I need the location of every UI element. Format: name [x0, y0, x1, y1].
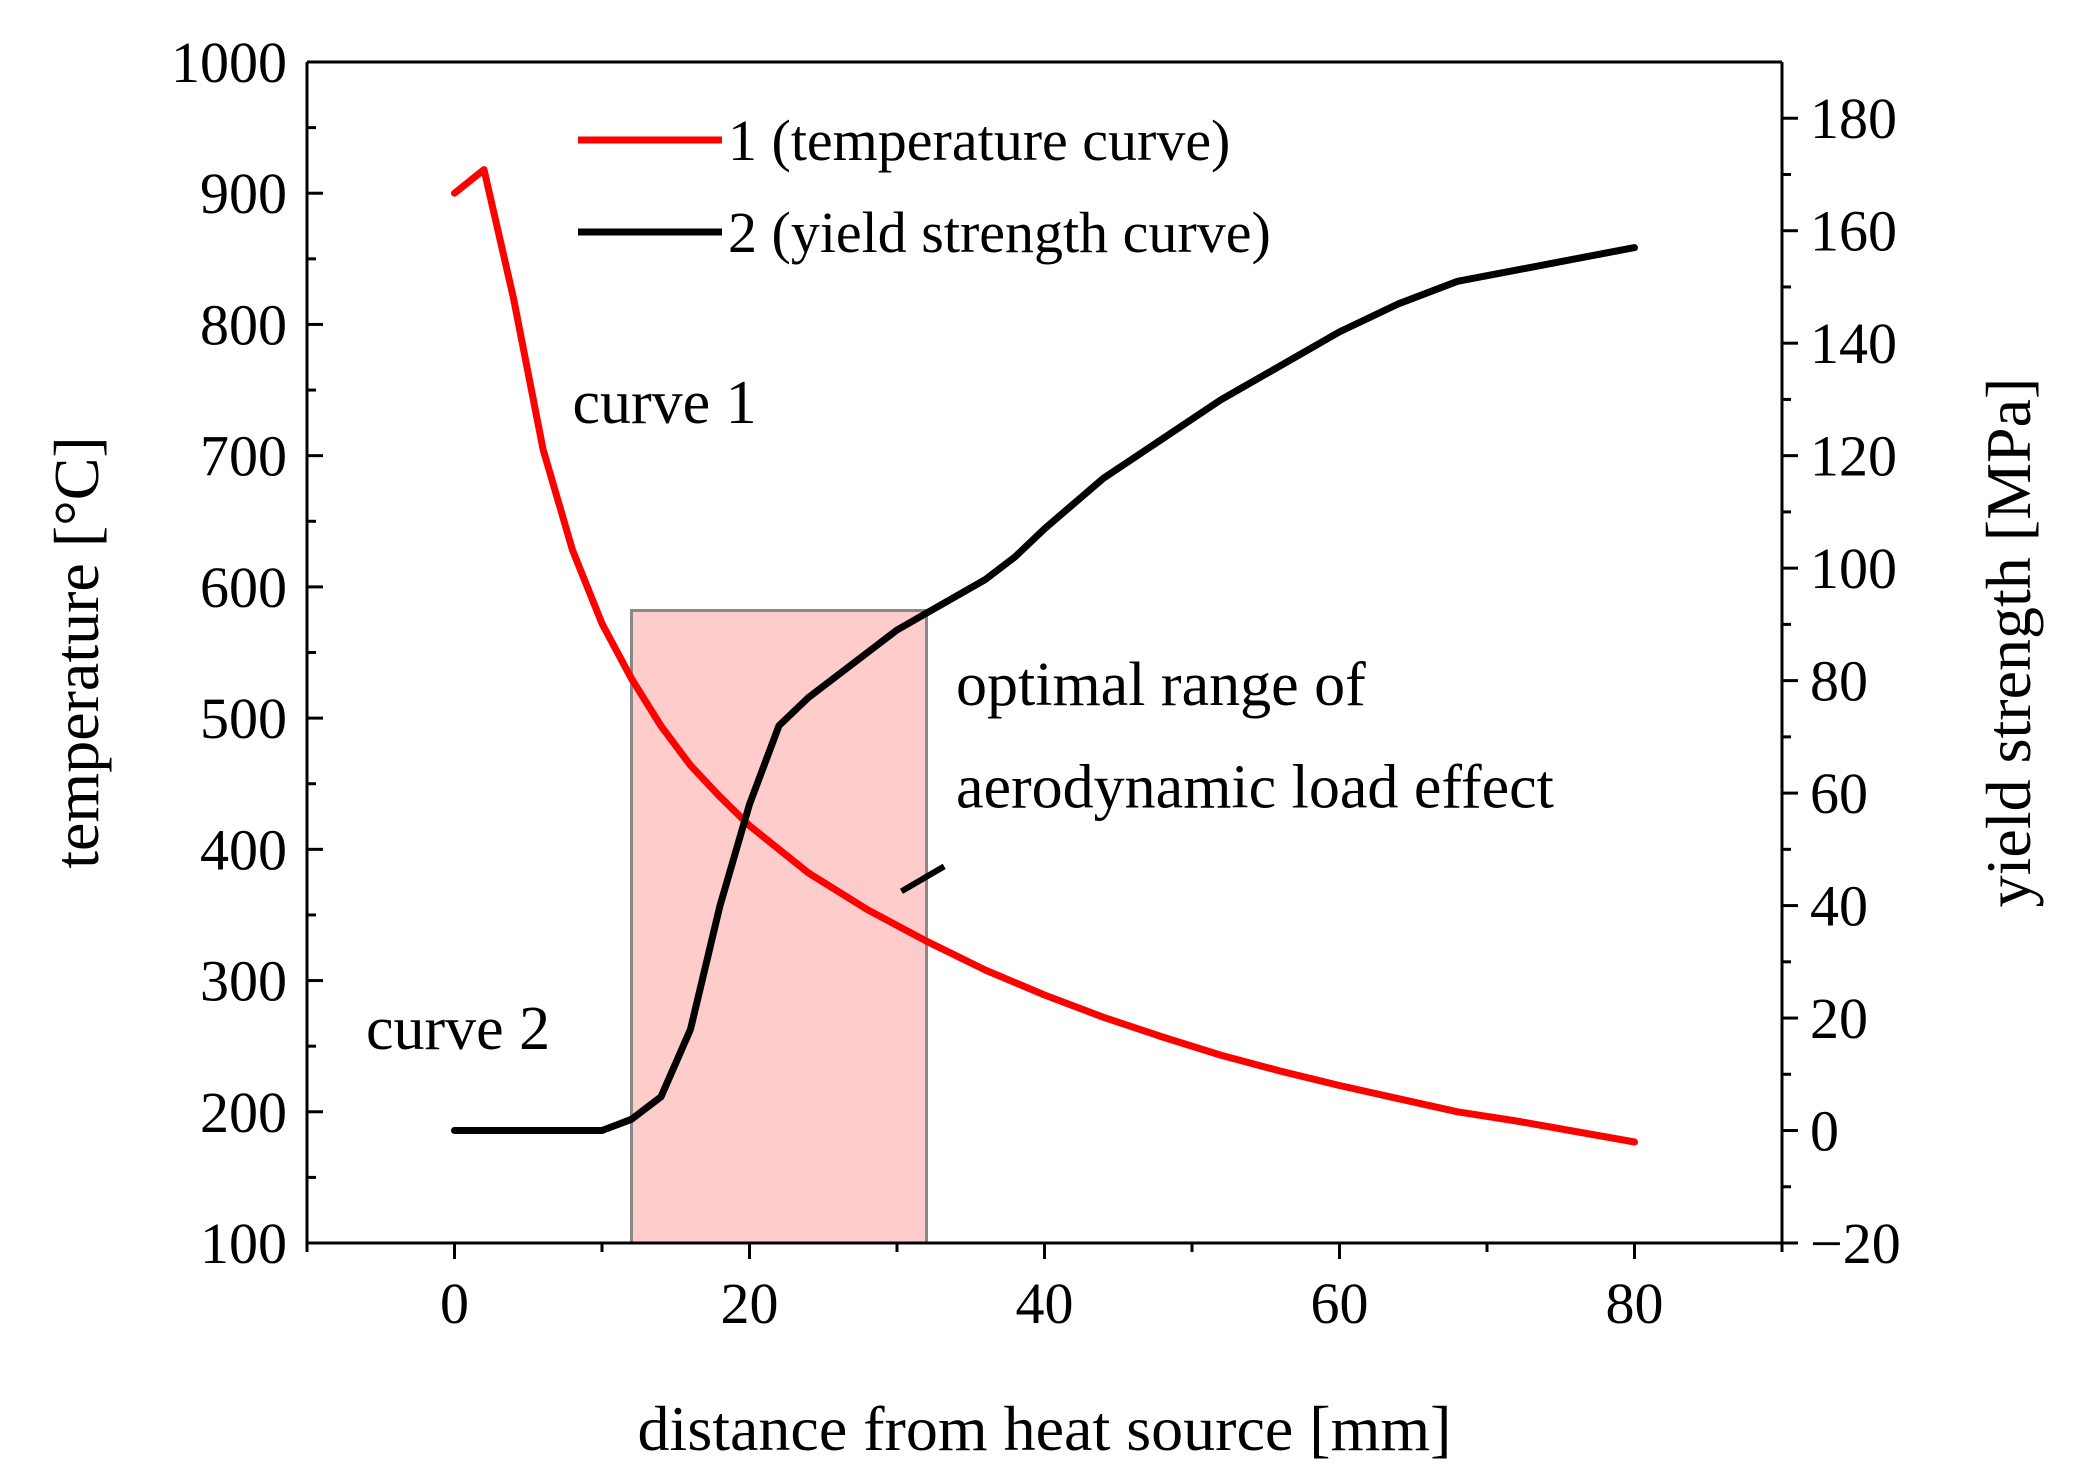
- y2-tick-label: 100: [1810, 536, 1897, 601]
- y-tick-label: 200: [200, 1080, 287, 1145]
- x-tick-label: 20: [721, 1271, 779, 1336]
- x-tick-label: 60: [1311, 1271, 1369, 1336]
- legend: 1 (temperature curve) 2 (yield strength c…: [578, 108, 1271, 265]
- legend-label-1: 1 (temperature curve): [728, 108, 1230, 173]
- x-tick-label: 80: [1606, 1271, 1664, 1336]
- y2-tick-label: 140: [1810, 311, 1897, 376]
- highlight-region: [630, 609, 928, 1245]
- annotation-1: curve 1: [573, 369, 757, 437]
- highlight-region-group: [630, 609, 928, 1245]
- y-tick-label: 100: [200, 1211, 287, 1276]
- y2-tick-label: 120: [1810, 424, 1897, 489]
- y2-tick-label: 0: [1810, 1099, 1839, 1164]
- y2-tick-label: 160: [1810, 199, 1897, 264]
- y-tick-label: 500: [200, 686, 287, 751]
- x-tick-label: 0: [440, 1271, 469, 1336]
- legend-label-2: 2 (yield strength curve): [728, 200, 1271, 265]
- y2-axis-title: yield strength [MPa]: [1973, 378, 2044, 908]
- y-tick-label: 400: [200, 817, 287, 882]
- series-line-1: [451, 166, 1638, 1146]
- y2-tick-label: 80: [1810, 649, 1868, 714]
- y2-tick-label: 60: [1810, 761, 1868, 826]
- y-tick-label: 300: [200, 949, 287, 1014]
- y2-tick-label: −20: [1810, 1211, 1901, 1276]
- ticks-group: 0 20 40 60 801002003004005006007008009001000…: [171, 30, 1901, 1336]
- series-group: [451, 166, 1638, 1146]
- y-tick-label: 800: [200, 292, 287, 357]
- annotation-leader-line: [899, 863, 946, 894]
- annotation-2: curve 2: [366, 995, 550, 1063]
- y-tick-label: 900: [200, 161, 287, 226]
- annotation-3: optimal range of: [956, 651, 1366, 719]
- y-tick-label: 1000: [171, 30, 287, 95]
- y-tick-label: 700: [200, 424, 287, 489]
- y-tick-label: 600: [200, 555, 287, 620]
- annotation-4: aerodynamic load effect: [956, 753, 1554, 821]
- x-tick-label: 40: [1016, 1271, 1074, 1336]
- annotations: curve 1 curve 2 optimal range of aerodynami…: [366, 369, 1554, 1063]
- series-line-2: [451, 244, 1638, 1134]
- y-axis-title: temperature [°C]: [41, 436, 112, 869]
- x-axis-title: distance from heat source [mm]: [638, 1393, 1452, 1464]
- y2-tick-label: 20: [1810, 986, 1868, 1051]
- y2-tick-label: 180: [1810, 86, 1897, 151]
- y2-tick-label: 40: [1810, 874, 1868, 939]
